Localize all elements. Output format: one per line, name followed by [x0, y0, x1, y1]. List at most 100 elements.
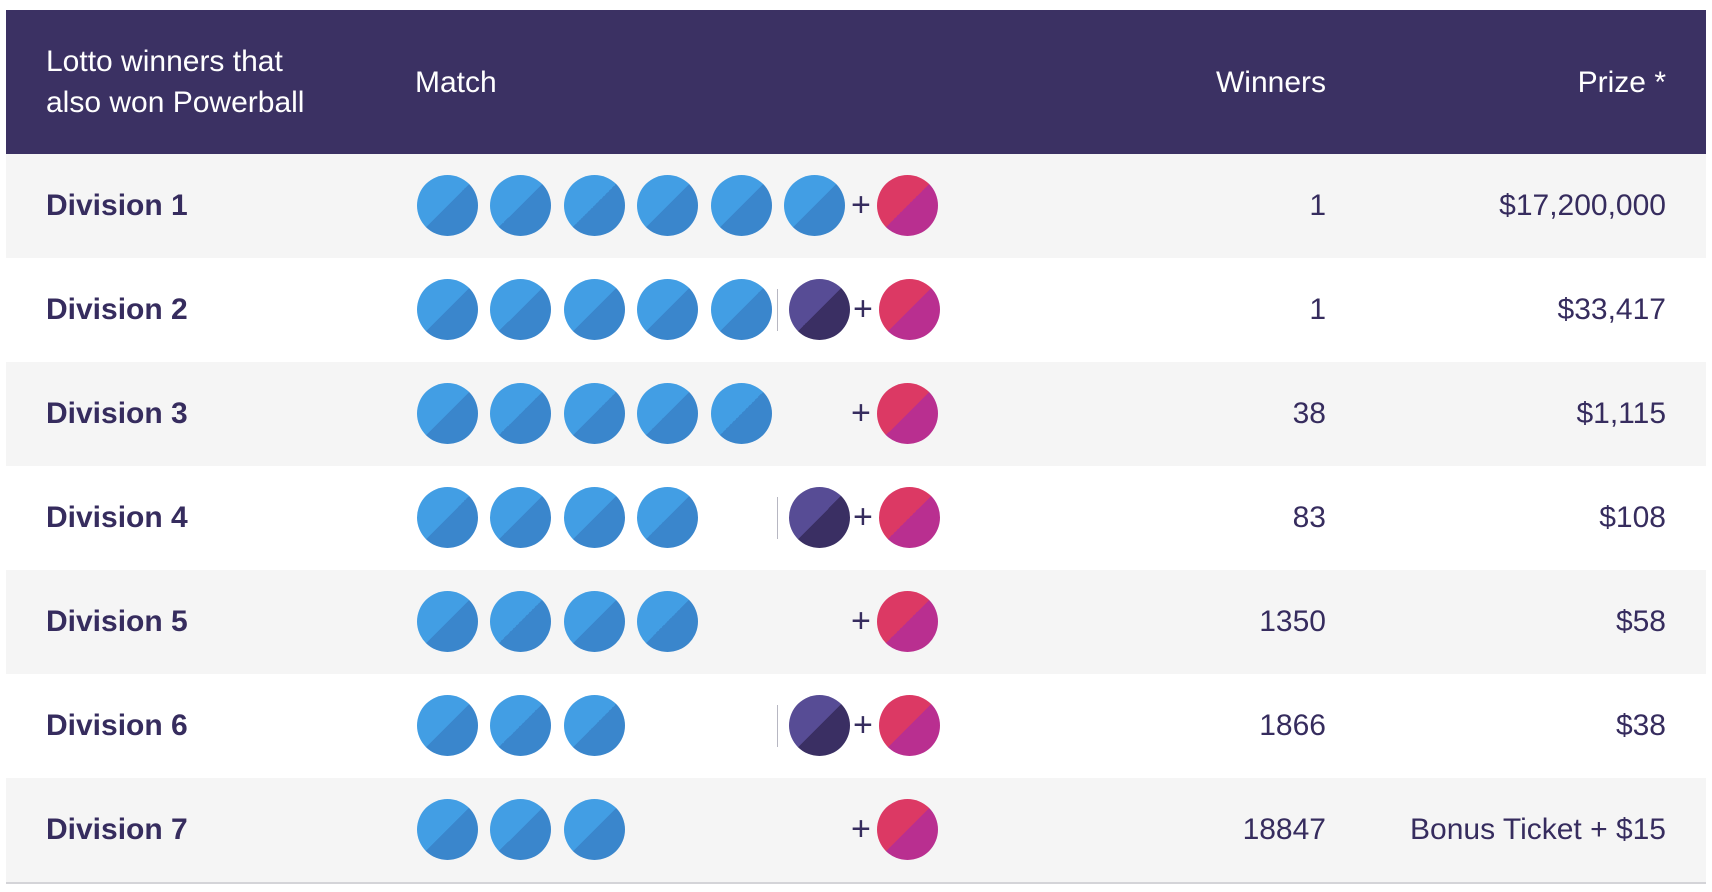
powerball-icon	[879, 487, 940, 548]
plus-icon: +	[853, 706, 873, 744]
main-ball-icon	[637, 487, 699, 548]
match-cell: +	[415, 466, 1186, 570]
powerball-icon	[877, 175, 938, 236]
main-ball-icon	[490, 279, 552, 340]
prize-amount: $17,200,000	[1499, 189, 1666, 222]
main-ball-icon	[563, 487, 625, 548]
division-name: Division 5	[46, 605, 188, 638]
match-balls: +	[415, 362, 1186, 466]
bonus-ball-icon	[789, 487, 850, 548]
division-name: Division 7	[46, 813, 188, 846]
powerball-icon	[877, 799, 938, 860]
bonus-ball-icon	[789, 279, 850, 340]
plus-icon: +	[851, 186, 871, 224]
table-row: Division 6 +1866 $38	[6, 674, 1706, 778]
main-ball-icon	[710, 383, 772, 444]
prize-amount: $1,115	[1576, 397, 1666, 430]
prize-amount: $108	[1599, 501, 1666, 534]
division-name: Division 4	[46, 501, 188, 534]
main-ball-icon	[490, 383, 552, 444]
main-ball-icon	[563, 279, 625, 340]
powerball-icon	[877, 383, 938, 444]
table-row: Division 7 +18847 Bonus Ticket + $15	[6, 778, 1706, 882]
winners-count: 1350	[1259, 605, 1326, 638]
powerball-icon	[879, 279, 940, 340]
header-winners: Winners	[1215, 65, 1326, 99]
table-row: Division 3 +38 $1,115	[6, 362, 1706, 466]
header-match: Match	[415, 65, 497, 99]
main-ball-icon	[417, 279, 478, 340]
main-ball-icon	[563, 383, 625, 444]
powerball-icon	[877, 591, 938, 652]
winners-count: 1866	[1259, 709, 1326, 742]
match-cell: +	[415, 778, 1186, 882]
bonus-ball-icon	[789, 695, 850, 756]
bonus-divider	[777, 289, 778, 331]
main-ball-icon	[563, 799, 625, 860]
match-cell: +	[415, 570, 1186, 674]
match-cell: +	[415, 362, 1186, 466]
main-ball-icon	[417, 695, 478, 756]
prize-amount: $58	[1615, 605, 1666, 638]
header-division: Lotto winners that also won Powerball	[6, 10, 415, 154]
table-row: Division 4 +83 $108	[6, 466, 1706, 570]
bonus-divider	[777, 705, 778, 747]
table-bottom-rule	[6, 882, 1706, 884]
header-division-label: Lotto winners that also won Powerball	[46, 45, 305, 119]
plus-icon: +	[851, 810, 871, 848]
main-ball-icon	[417, 175, 478, 236]
match-cell: +	[415, 154, 1186, 258]
main-ball-icon	[637, 591, 699, 652]
main-ball-icon	[490, 591, 552, 652]
prize-amount: $33,417	[1557, 293, 1666, 326]
main-ball-icon	[417, 383, 478, 444]
winners-count: 1	[1309, 293, 1326, 326]
main-ball-icon	[710, 175, 772, 236]
match-balls: +	[415, 570, 1186, 674]
match-balls: +	[415, 466, 1186, 570]
winners-count: 83	[1292, 501, 1326, 534]
winners-count: 38	[1292, 397, 1326, 430]
prize-amount: $38	[1615, 709, 1666, 742]
header-prize: Prize *	[1577, 65, 1666, 99]
table-row: Division 2 +1 $33,417	[6, 258, 1706, 362]
match-cell: +	[415, 674, 1186, 778]
table-row: Division 1 +1 $17,200,000	[6, 154, 1706, 258]
main-ball-icon	[784, 175, 845, 236]
table-body: Division 1 +1 $17,200,000 Division 2 +1 $33,4…	[6, 154, 1706, 882]
division-name: Division 2	[46, 293, 188, 326]
match-balls: +	[415, 674, 1186, 778]
winners-count: 18847	[1242, 813, 1326, 846]
main-ball-icon	[710, 279, 772, 340]
main-ball-icon	[637, 383, 699, 444]
main-ball-icon	[563, 175, 625, 236]
division-name: Division 1	[46, 189, 188, 222]
match-cell: +	[415, 258, 1186, 362]
main-ball-icon	[490, 487, 552, 548]
main-ball-icon	[490, 799, 552, 860]
main-ball-icon	[490, 175, 552, 236]
match-balls: +	[415, 154, 1186, 258]
main-ball-icon	[417, 799, 478, 860]
main-ball-icon	[563, 591, 625, 652]
main-ball-icon	[637, 175, 699, 236]
main-ball-icon	[417, 487, 478, 548]
match-balls: +	[415, 778, 1186, 882]
main-ball-icon	[490, 695, 552, 756]
main-ball-icon	[563, 695, 625, 756]
prize-divisions-table: Lotto winners that also won Powerball Ma…	[6, 10, 1706, 882]
table-header-row: Lotto winners that also won Powerball Ma…	[6, 10, 1706, 154]
plus-icon: +	[851, 602, 871, 640]
prize-amount: Bonus Ticket + $15	[1410, 813, 1666, 846]
powerball-icon	[879, 695, 940, 756]
main-ball-icon	[637, 279, 699, 340]
plus-icon: +	[851, 394, 871, 432]
plus-icon: +	[853, 290, 873, 328]
table-row: Division 5 +1350 $58	[6, 570, 1706, 674]
plus-icon: +	[853, 498, 873, 536]
division-name: Division 3	[46, 397, 188, 430]
match-balls: +	[415, 258, 1186, 362]
division-name: Division 6	[46, 709, 188, 742]
bonus-divider	[777, 497, 778, 539]
main-ball-icon	[417, 591, 478, 652]
